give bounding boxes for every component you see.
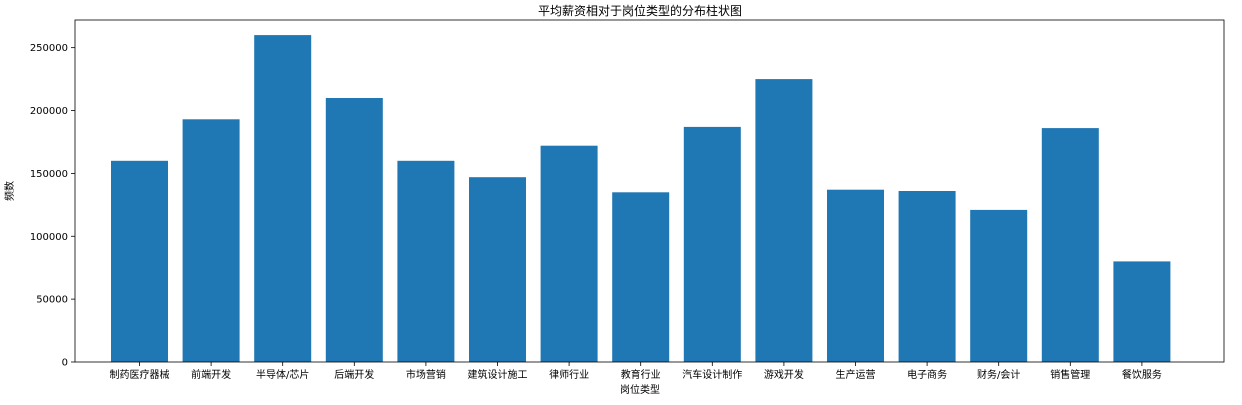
x-tick-label-3: 后端开发 <box>334 368 374 381</box>
y-tick-label-2: 100000 <box>30 232 68 243</box>
x-tick-label-11: 电子商务 <box>907 368 947 381</box>
bars-group <box>111 35 1171 363</box>
x-tick-label-13: 销售管理 <box>1050 368 1090 381</box>
y-tick-label-1: 50000 <box>36 295 68 306</box>
bar-3 <box>325 98 383 362</box>
x-tick-label-2: 半导体/芯片 <box>256 368 309 381</box>
bar-5 <box>469 177 526 362</box>
y-tick-label-3: 150000 <box>30 169 68 180</box>
x-tick-label-8: 汽车设计制作 <box>682 368 742 381</box>
plot-frame <box>74 19 1225 363</box>
x-tick-label-10: 生产运营 <box>836 368 876 381</box>
bar-2 <box>254 35 312 362</box>
y-axis-ticks: 0 50000 100000 150000 200000 250000 <box>30 43 75 369</box>
bar-6 <box>540 145 598 362</box>
y-tick-label-5: 250000 <box>30 43 68 54</box>
x-axis-ticks: 制药医疗器械 前端开发 半导体/芯片 后端开发 市场营销 建筑设计施工 律师行业 教育行业 汽车… <box>110 362 1162 381</box>
x-tick-label-14: 餐饮服务 <box>1122 368 1162 381</box>
bar-8 <box>683 126 741 363</box>
x-tick-label-1: 前端开发 <box>191 368 231 381</box>
y-tick-label-4: 200000 <box>30 106 68 117</box>
x-tick-label-9: 游戏开发 <box>764 368 804 381</box>
x-tick-label-12: 财务/会计 <box>977 368 1020 381</box>
x-tick-label-0: 制药医疗器械 <box>110 368 170 381</box>
y-axis-label: 频数 <box>3 181 16 201</box>
chart-title: 平均薪资相对于岗位类型的分布柱状图 <box>538 3 742 18</box>
x-tick-label-7: 教育行业 <box>621 368 661 381</box>
x-tick-label-6: 律师行业 <box>549 368 589 381</box>
bar-9 <box>755 79 813 362</box>
bar-4 <box>397 160 455 362</box>
bar-11 <box>898 191 956 362</box>
bar-13 <box>1041 128 1099 362</box>
x-tick-label-5: 建筑设计施工 <box>468 368 528 381</box>
bar-10 <box>827 189 884 362</box>
bar-14 <box>1113 261 1171 362</box>
x-axis-label: 岗位类型 <box>620 383 660 396</box>
bar-7 <box>612 192 670 362</box>
x-tick-label-4: 市场营销 <box>406 368 446 381</box>
y-tick-label-0: 0 <box>62 358 68 369</box>
bar-1 <box>182 119 240 362</box>
bar-0 <box>111 160 168 362</box>
bar-12 <box>970 209 1028 362</box>
